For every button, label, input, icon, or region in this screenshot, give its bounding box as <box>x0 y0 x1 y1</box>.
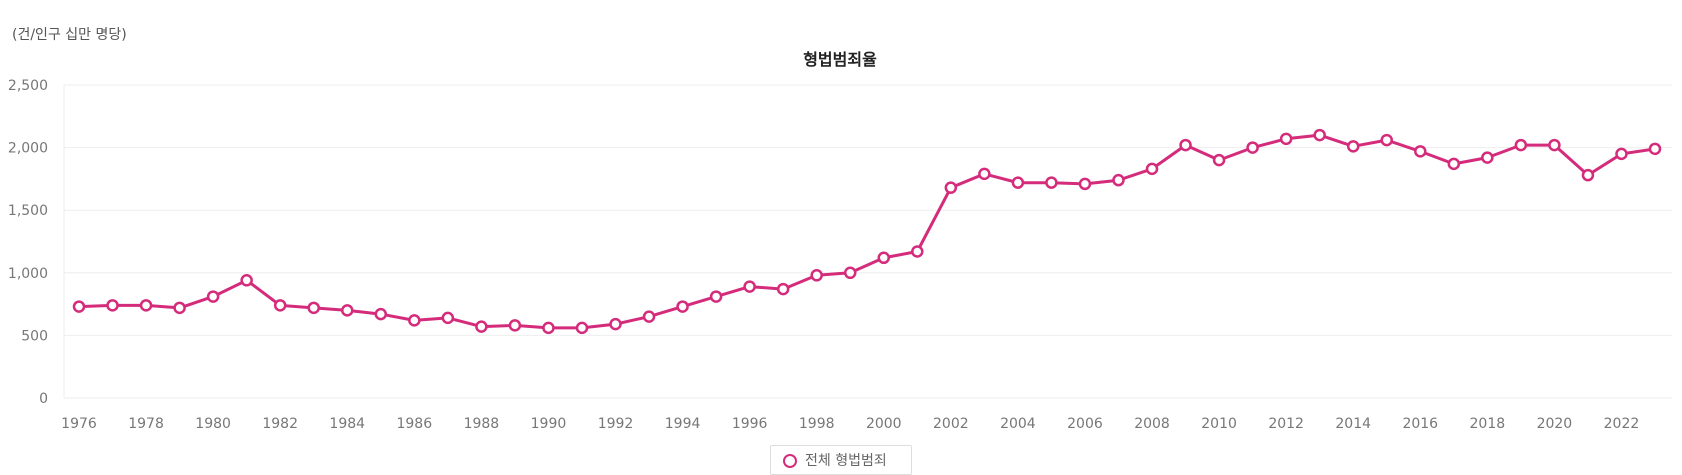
y-tick-label: 500 <box>21 328 48 344</box>
data-point[interactable] <box>1447 157 1461 171</box>
data-point[interactable] <box>843 266 857 280</box>
data-point[interactable] <box>72 300 86 313</box>
data-point[interactable] <box>911 245 924 258</box>
x-tick-label: 2010 <box>1201 416 1237 432</box>
data-point[interactable] <box>542 321 555 335</box>
data-point[interactable] <box>1313 128 1326 142</box>
x-tick-label: 1984 <box>329 416 365 432</box>
x-tick-label: 2016 <box>1402 416 1438 432</box>
data-point[interactable] <box>709 290 723 303</box>
data-point[interactable] <box>173 301 186 315</box>
data-point[interactable] <box>139 299 153 312</box>
y-tick-label: 2,500 <box>8 78 48 94</box>
data-point[interactable] <box>810 269 823 282</box>
x-tick-label: 2022 <box>1604 416 1640 432</box>
data-point[interactable] <box>1414 145 1427 158</box>
x-tick-label: 2004 <box>1000 416 1036 432</box>
data-point[interactable] <box>1346 140 1360 153</box>
x-tick-label: 1992 <box>598 416 634 432</box>
data-point[interactable] <box>1548 138 1561 152</box>
chart-title: 형법범죄율 <box>803 50 877 69</box>
x-tick-label: 1998 <box>799 416 835 432</box>
x-tick-label: 1980 <box>195 416 231 432</box>
data-point[interactable] <box>676 300 689 313</box>
data-point[interactable] <box>1380 133 1393 147</box>
data-point[interactable] <box>1078 177 1092 191</box>
data-point[interactable] <box>106 299 119 312</box>
data-point[interactable] <box>206 290 220 303</box>
data-point[interactable] <box>743 280 756 293</box>
legend-marker-icon <box>783 454 797 468</box>
series-points-layer <box>72 128 1662 335</box>
x-tick-label: 2000 <box>866 416 902 432</box>
x-tick-label: 1994 <box>665 416 701 432</box>
data-point[interactable] <box>441 311 455 325</box>
data-point[interactable] <box>1145 162 1159 176</box>
series-line <box>78 133 1656 330</box>
x-tick-label: 1990 <box>531 416 567 432</box>
data-point[interactable] <box>642 310 656 323</box>
data-point[interactable] <box>374 307 388 321</box>
data-point[interactable] <box>341 304 354 317</box>
y-tick-label: 1,500 <box>8 203 48 219</box>
data-point[interactable] <box>1615 147 1628 161</box>
data-point[interactable] <box>1514 138 1528 152</box>
legend-label: 전체 형법범죄 <box>805 453 887 469</box>
data-point[interactable] <box>240 274 253 287</box>
data-point[interactable] <box>1045 176 1058 189</box>
data-point[interactable] <box>978 167 991 181</box>
data-point[interactable] <box>1112 173 1125 187</box>
data-point[interactable] <box>1279 132 1293 146</box>
x-tick-label: 2008 <box>1134 416 1170 432</box>
data-point[interactable] <box>475 320 488 333</box>
x-axis-ticks: 1976 1978 1980 1982 1984 1986 1988 1990 1992 1994… <box>61 416 1639 432</box>
data-point[interactable] <box>1581 168 1595 182</box>
x-tick-label: 1978 <box>128 416 164 432</box>
x-tick-label: 2018 <box>1470 416 1506 432</box>
x-tick-label: 1996 <box>732 416 768 432</box>
data-point[interactable] <box>273 299 287 312</box>
data-point[interactable] <box>877 251 891 265</box>
data-point[interactable] <box>508 319 522 332</box>
data-point[interactable] <box>1246 141 1259 154</box>
x-tick-label: 2002 <box>933 416 969 432</box>
data-point[interactable] <box>1179 138 1192 152</box>
x-tick-label: 2014 <box>1335 416 1371 432</box>
x-tick-label: 2012 <box>1268 416 1304 432</box>
data-point[interactable] <box>1481 151 1494 164</box>
data-point[interactable] <box>575 321 589 335</box>
y-tick-label: 1,000 <box>8 266 48 282</box>
data-point[interactable] <box>609 317 622 331</box>
data-point[interactable] <box>944 181 958 194</box>
y-axis-ticks: 0 500 1,000 1,500 2,000 2,500 <box>8 78 48 407</box>
x-tick-label: 2006 <box>1067 416 1103 432</box>
grid-lines <box>63 84 1672 399</box>
x-tick-label: 1988 <box>464 416 500 432</box>
x-tick-label: 2020 <box>1537 416 1573 432</box>
x-tick-label: 1976 <box>61 416 97 432</box>
data-point[interactable] <box>776 282 790 296</box>
legend[interactable]: 전체 형법범죄 <box>770 445 912 475</box>
data-point[interactable] <box>408 314 421 327</box>
unit-label: (건/인구 십만 명당) <box>12 27 127 43</box>
data-point[interactable] <box>1212 153 1226 167</box>
line-chart: 0 500 1,000 1,500 2,000 2,500 1976 1978 1980 198… <box>8 50 1672 432</box>
series-line-layer <box>78 133 1656 330</box>
x-tick-label: 1986 <box>396 416 432 432</box>
data-point[interactable] <box>1648 142 1662 156</box>
data-point[interactable] <box>1011 176 1025 189</box>
y-tick-label: 0 <box>39 391 48 407</box>
x-tick-label: 1982 <box>262 416 298 432</box>
data-point[interactable] <box>307 301 320 315</box>
y-tick-label: 2,000 <box>8 141 48 157</box>
